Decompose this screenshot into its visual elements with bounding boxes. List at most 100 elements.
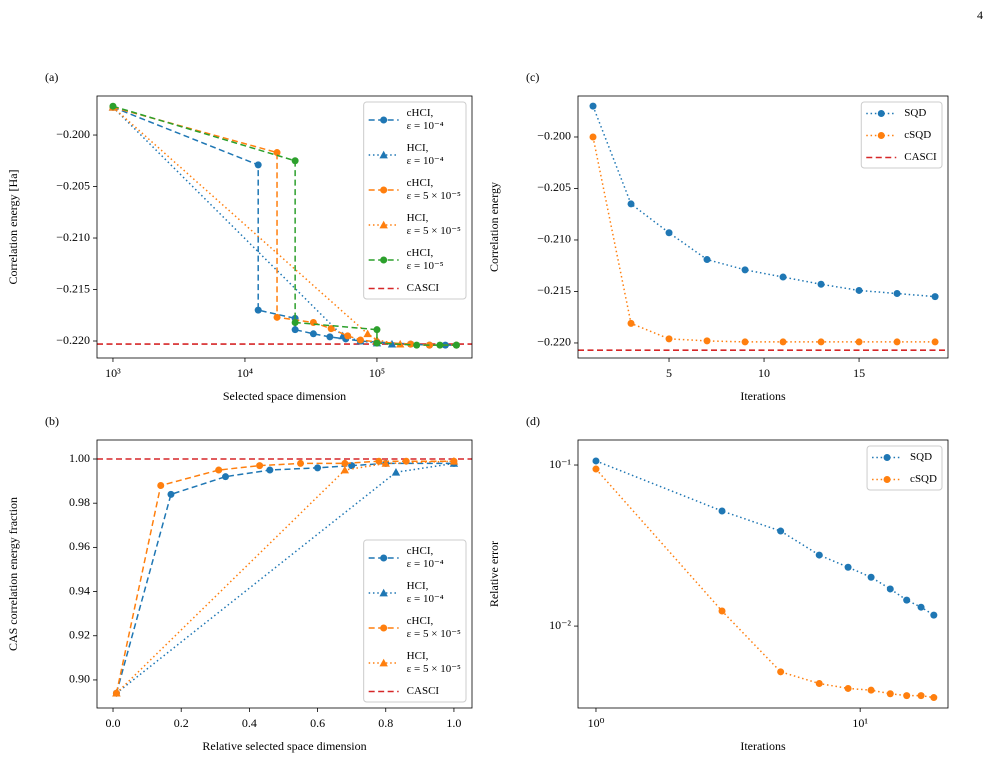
- legend-box: [860, 101, 943, 169]
- marker: [380, 186, 388, 194]
- y-tick-label: −0.200: [537, 129, 571, 143]
- x-tick-label: 10⁴: [237, 366, 253, 380]
- marker: [379, 588, 388, 597]
- marker: [167, 490, 175, 498]
- x-tick-label: 10¹: [852, 716, 868, 730]
- panel-label: (b): [45, 414, 59, 428]
- marker: [291, 326, 299, 334]
- marker: [391, 468, 401, 476]
- marker: [817, 280, 825, 288]
- page-number: 4: [977, 8, 983, 22]
- x-tick-label: 10⁰: [588, 716, 605, 730]
- marker: [930, 694, 938, 702]
- marker: [297, 459, 305, 467]
- marker: [917, 603, 925, 611]
- marker: [373, 339, 381, 347]
- marker: [273, 149, 281, 157]
- marker: [215, 466, 223, 474]
- marker: [327, 325, 335, 333]
- marker: [867, 686, 875, 694]
- marker: [931, 338, 939, 346]
- legend-label: CASCI: [904, 151, 937, 163]
- marker: [407, 340, 415, 348]
- y-tick-label: 0.92: [69, 628, 90, 642]
- marker: [592, 465, 600, 473]
- legend-label: cHCI,: [407, 615, 434, 627]
- y-axis-label: Correlation energy: [487, 182, 501, 272]
- marker: [855, 286, 863, 294]
- marker: [627, 200, 635, 208]
- x-axis-label: Iterations: [740, 739, 786, 753]
- marker: [387, 339, 397, 348]
- legend-label: cHCI,: [407, 177, 434, 189]
- marker: [886, 690, 894, 698]
- x-tick-label: 0.0: [106, 716, 121, 730]
- legend-label: cSQD: [904, 129, 931, 141]
- y-tick-label: −0.220: [537, 335, 571, 349]
- axes-frame: [577, 95, 949, 359]
- y-tick-label: 0.96: [69, 539, 90, 553]
- marker: [665, 229, 673, 237]
- legend-label: SQD: [910, 451, 932, 463]
- legend-box: [363, 539, 467, 703]
- y-tick-label: −0.215: [56, 281, 90, 295]
- marker: [413, 341, 421, 349]
- marker: [341, 459, 349, 467]
- y-tick-label: −0.205: [537, 180, 571, 194]
- legend-label: SQD: [904, 107, 926, 119]
- marker: [326, 333, 334, 341]
- marker: [379, 658, 388, 667]
- legend-label: cHCI,: [407, 545, 434, 557]
- marker: [741, 266, 749, 274]
- legend-label: HCI,: [407, 212, 429, 224]
- marker: [779, 338, 787, 346]
- marker: [380, 116, 388, 124]
- marker: [703, 256, 711, 264]
- legend-label: cHCI,: [407, 107, 434, 119]
- marker: [589, 102, 597, 110]
- y-tick-label: 10⁻¹: [549, 457, 571, 471]
- marker: [381, 459, 390, 467]
- marker: [273, 313, 281, 321]
- marker: [589, 133, 597, 141]
- marker: [592, 457, 600, 465]
- legend-label: ε = 5 × 10⁻⁵: [407, 225, 461, 237]
- x-tick-label: 0.4: [242, 716, 257, 730]
- plot-area: [578, 102, 948, 351]
- legend-label: ε = 10⁻⁴: [407, 558, 444, 570]
- legend-label: HCI,: [407, 580, 429, 592]
- marker: [703, 337, 711, 345]
- marker: [112, 688, 121, 697]
- marker: [291, 318, 299, 326]
- panel-label: (a): [45, 70, 58, 84]
- marker: [844, 563, 852, 571]
- axes-frame: [96, 439, 473, 709]
- panel: (d) Iterations Relative error 10⁰ 10¹ 10⁻² 10⁻…: [487, 414, 949, 753]
- legend-label: ε = 5 × 10⁻⁵: [407, 663, 461, 675]
- series-line: [595, 460, 935, 616]
- y-tick-label: −0.200: [56, 127, 90, 141]
- marker: [380, 256, 388, 264]
- series-line: [115, 460, 454, 694]
- marker: [777, 527, 785, 535]
- x-axis-label: Selected space dimension: [223, 389, 346, 403]
- marker: [373, 326, 381, 334]
- marker: [379, 150, 388, 159]
- panel: (c) Iterations Correlation energy 5 10 15 −0.2…: [487, 70, 949, 403]
- axes-frame: [96, 95, 473, 359]
- marker: [893, 290, 901, 298]
- plot-area: [592, 457, 938, 702]
- marker: [314, 464, 322, 472]
- panel-label: (c): [526, 70, 539, 84]
- marker: [665, 335, 673, 343]
- marker: [266, 466, 274, 474]
- legend-label: ε = 10⁻⁵: [407, 260, 444, 272]
- x-axis-label: Relative selected space dimension: [202, 739, 366, 753]
- marker: [256, 462, 264, 470]
- marker: [741, 338, 749, 346]
- marker: [348, 462, 356, 470]
- marker: [903, 596, 911, 604]
